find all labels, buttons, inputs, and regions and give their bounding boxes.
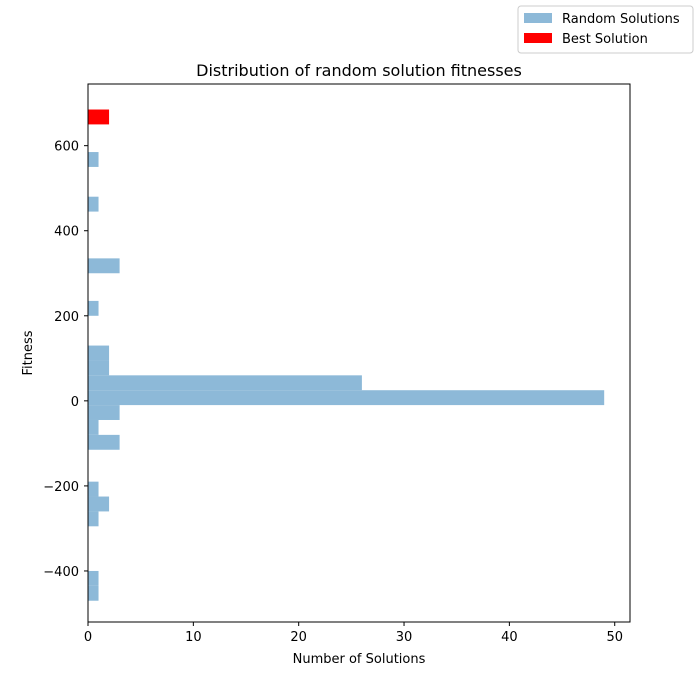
x-tick-label: 10 [185, 630, 202, 645]
random-solutions-bar [88, 152, 99, 167]
y-tick-label: 200 [54, 310, 79, 325]
random-solutions-bar [88, 496, 110, 512]
x-tick-label: 30 [396, 630, 413, 645]
random-solutions-bar [88, 481, 99, 497]
random-solutions-bar [88, 375, 362, 391]
best-solution-bars [88, 109, 110, 125]
legend-label-best-solution: Best Solution [562, 32, 648, 47]
y-axis-label: Fitness [21, 330, 36, 375]
y-tick-label: 400 [54, 225, 79, 240]
random-solutions-bar [88, 511, 99, 527]
random-solutions-bar [88, 405, 120, 420]
random-solutions-bar [88, 570, 99, 586]
y-tick-label: −400 [43, 565, 79, 580]
random-solutions-bar [88, 196, 99, 212]
legend: Random Solutions Best Solution [517, 5, 694, 54]
random-solutions-bar [88, 258, 120, 274]
chart-title: Distribution of random solution fitnesse… [196, 61, 522, 80]
y-axis-ticks: −400 −200 0 200 400 600 [43, 140, 88, 580]
plot-frame [87, 83, 631, 623]
random-solutions-bar [88, 345, 110, 361]
x-tick-label: 20 [290, 630, 307, 645]
legend-swatch-random-solutions [524, 13, 552, 23]
y-tick-label: 0 [71, 395, 79, 410]
x-axis-ticks: 0 10 20 30 40 50 [84, 622, 623, 645]
y-tick-label: −200 [43, 480, 79, 495]
best-solution-bar [88, 109, 110, 125]
random-solutions-bar [88, 434, 120, 450]
legend-swatch-best-solution [524, 33, 552, 43]
legend-label-random-solutions: Random Solutions [562, 12, 680, 27]
random-solutions-bars [88, 152, 605, 601]
random-solutions-bar [88, 585, 99, 601]
legend-box [517, 5, 694, 54]
x-tick-label: 40 [501, 630, 518, 645]
random-solutions-bar [88, 390, 605, 406]
random-solutions-bar [88, 419, 99, 435]
y-tick-label: 600 [54, 140, 79, 155]
x-axis-label: Number of Solutions [293, 652, 426, 667]
x-tick-label: 50 [606, 630, 623, 645]
random-solutions-bar [88, 360, 110, 376]
x-tick-label: 0 [84, 630, 92, 645]
random-solutions-bar [88, 300, 99, 316]
